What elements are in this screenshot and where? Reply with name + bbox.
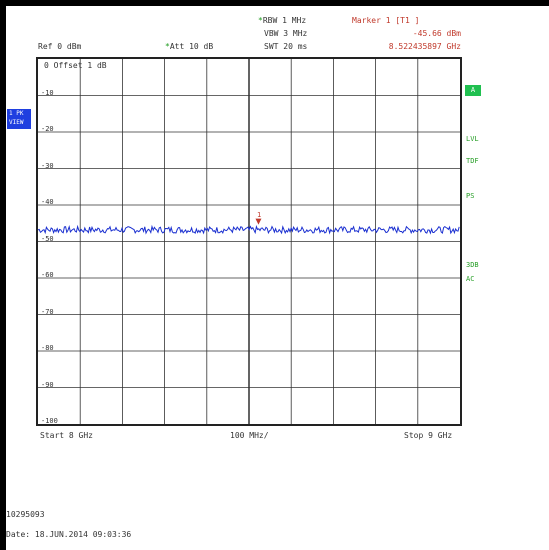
vbw-readout: VBW 3 MHz (264, 29, 308, 38)
y-axis-label: -80 (41, 344, 54, 352)
att-text: Att 10 dB (169, 42, 214, 51)
y-axis-label: -40 (41, 198, 54, 206)
offset-label: 0 Offset 1 dB (44, 61, 107, 70)
screenshot-id: 10295093 (6, 510, 45, 519)
tdf-indicator: TDF (466, 157, 479, 165)
marker-level: -45.66 dBm (412, 29, 461, 38)
ps-indicator: PS (466, 192, 475, 200)
att-star-icon: * (165, 42, 170, 51)
capture-date: Date: 18.JUN.2014 09:03:36 (6, 530, 132, 539)
rbw-star-icon: * (258, 16, 263, 25)
rbw-text: RBW 1 MHz (262, 16, 307, 25)
y-axis-label: -100 (41, 417, 58, 425)
y-axis-label: -50 (41, 234, 54, 243)
marker-1-label: 1 (257, 211, 262, 219)
trace-a-badge: A (465, 85, 481, 96)
swt-readout: SWT 20 ms (264, 42, 308, 51)
lvl-indicator: LVL (466, 135, 479, 143)
trace-tag-line2: VIEW (9, 119, 24, 126)
ac-indicator: AC (466, 275, 475, 283)
y-axis-label: -90 (41, 380, 54, 389)
marker-title: Marker 1 [T1 ] (352, 16, 420, 25)
y-axis-label: -70 (41, 307, 54, 316)
screen-frame-left (0, 0, 6, 550)
rbw-readout: *RBW 1 MHz (258, 16, 306, 26)
y-axis-label: -30 (41, 161, 54, 170)
y-axis-label: -20 (41, 125, 54, 133)
att-readout: *Att 10 dB (165, 42, 213, 52)
spectrum-grid (36, 57, 462, 426)
span-per-div: 100 MHz/ (230, 431, 269, 440)
ref-level-readout: Ref 0 dBm (38, 42, 82, 51)
spectrum-trace (37, 224, 460, 235)
y-axis-label: -10 (41, 88, 54, 97)
stop-frequency: Stop 9 GHz (404, 431, 453, 440)
3db-indicator: 3DB (466, 261, 479, 269)
screen-frame-top (0, 0, 549, 6)
trace-view-tag: 1 PK VIEW (7, 109, 31, 129)
y-axis-label: -60 (41, 271, 54, 279)
marker-frequency: 8.522435897 GHz (388, 42, 461, 51)
start-frequency: Start 8 GHz (40, 431, 93, 440)
marker-1-icon (255, 218, 262, 225)
trace-tag-line1: 1 PK (9, 110, 24, 117)
